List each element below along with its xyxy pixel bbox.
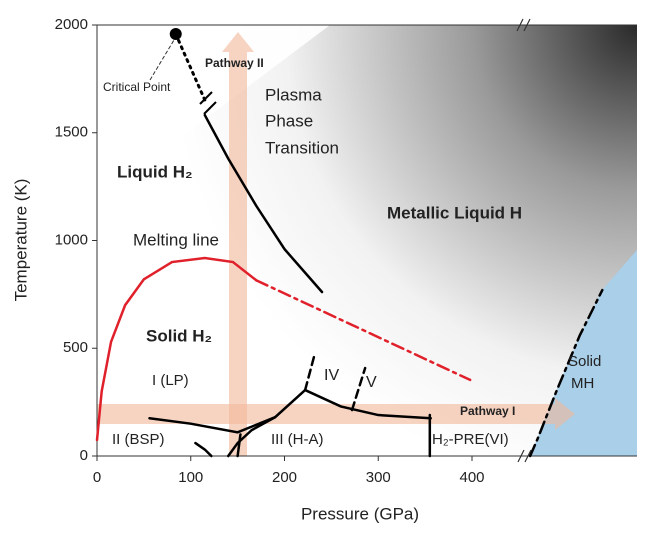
x-tick-label: 300 xyxy=(366,469,391,486)
annotation: MH xyxy=(571,375,594,392)
phase-boundary xyxy=(350,366,367,412)
x-axis-label: Pressure (GPa) xyxy=(301,504,419,523)
phase-boundary xyxy=(95,256,258,442)
critical-point xyxy=(169,28,182,41)
y-tick-label: 2000 xyxy=(55,16,88,33)
annotation: Pathway I xyxy=(460,404,515,418)
leader-line xyxy=(149,39,175,81)
x-tick-label: 400 xyxy=(459,469,484,486)
y-tick-label: 500 xyxy=(63,339,88,356)
y-tick-label: 0 xyxy=(80,447,88,464)
x-tick-label: 0 xyxy=(93,469,101,486)
pathway-2-arrow xyxy=(222,32,254,456)
phase-boundary xyxy=(303,353,316,392)
break-marks xyxy=(199,91,217,115)
phase-boundary xyxy=(227,388,307,458)
background-fade xyxy=(97,25,330,200)
phase-boundary xyxy=(203,113,324,294)
phase-boundary xyxy=(194,441,213,458)
annotation: V xyxy=(366,374,377,391)
phase-boundary xyxy=(303,388,432,420)
annotation: IV xyxy=(324,367,339,384)
annotation: II (BSP) xyxy=(112,431,165,448)
x-tick-label: 200 xyxy=(272,469,297,486)
y-tick-label: 1500 xyxy=(55,124,88,141)
phase-boundary xyxy=(148,415,277,434)
x-tick-label: 100 xyxy=(178,469,203,486)
phase-boundary xyxy=(236,433,242,458)
annotation: Pathway II xyxy=(205,56,264,70)
annotation: I (LP) xyxy=(152,372,189,389)
phase-boundary xyxy=(528,288,604,458)
annotation: Transition xyxy=(265,138,339,157)
phase-boundary xyxy=(174,32,207,102)
y-axis-label: Temperature (K) xyxy=(11,179,30,302)
annotation: Liquid H₂ xyxy=(117,162,193,181)
annotation: Solid xyxy=(568,353,601,370)
annotation: Melting line xyxy=(133,230,219,249)
annotation: Metallic Liquid H xyxy=(387,203,522,222)
y-tick-label: 1000 xyxy=(55,231,88,248)
annotation: III (H-A) xyxy=(271,431,324,448)
phase-boundary xyxy=(255,279,472,382)
annotation: Phase xyxy=(265,111,313,130)
axis-break xyxy=(516,18,532,463)
annotation: Plasma xyxy=(265,85,322,104)
annotation: Solid H₂ xyxy=(146,326,212,345)
annotation: H₂-PRE(VI) xyxy=(432,431,509,448)
annotation: Critical Point xyxy=(103,80,171,94)
pathway-1-arrow xyxy=(97,398,575,430)
